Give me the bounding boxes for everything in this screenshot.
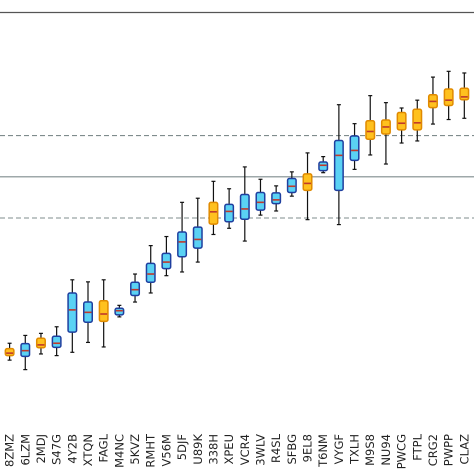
box-iqr [192, 226, 203, 249]
box-iqr [271, 192, 282, 205]
box-4Y2B [67, 279, 78, 353]
box-6LZM [20, 334, 31, 371]
box-2MDJ [35, 332, 46, 355]
box-iqr [177, 231, 188, 258]
box-iqr [67, 292, 78, 333]
box-CLAZ [459, 72, 470, 119]
box-XTQN [83, 281, 93, 344]
box-8ZMZ [4, 342, 15, 361]
box-iqr [161, 252, 172, 270]
box-iqr [224, 203, 235, 223]
box-T6NM [318, 156, 329, 174]
box-VCR4 [239, 166, 250, 242]
x-tick-label: 8ZMZ [3, 434, 17, 467]
x-tick-label: V56M [159, 434, 173, 466]
box-338H [208, 180, 219, 236]
x-tick-label: RMHT [144, 433, 158, 468]
box-iqr [333, 139, 344, 192]
box-iqr [35, 337, 46, 349]
x-tick-label: CLAZ [457, 434, 471, 465]
box-iqr [396, 111, 407, 131]
x-tick-label: NU94 [379, 434, 393, 466]
x-tick-label: TXLH [348, 434, 362, 465]
x-tick-label: 5KVZ [128, 434, 142, 465]
box-iqr [130, 281, 141, 297]
x-tick-label: 2MDJ [34, 434, 48, 464]
x-tick-label: M9S8 [363, 434, 377, 466]
box-VYGF [333, 104, 344, 226]
box-9EL8 [302, 152, 313, 221]
box-S47G [51, 326, 62, 357]
x-tick-label: PWPP [442, 434, 456, 466]
box-iqr [302, 173, 313, 192]
box-FTPL [412, 99, 423, 142]
box-iqr [318, 161, 329, 172]
x-tick-label: CRG2 [426, 434, 440, 466]
box-iqr [412, 108, 423, 131]
box-iqr [98, 300, 109, 323]
box-iqr [365, 120, 376, 141]
reference-lines [0, 135, 474, 219]
box-5KVZ [130, 273, 141, 303]
box-NU94 [380, 102, 391, 165]
box-M4NC [114, 304, 125, 318]
box-iqr [255, 191, 266, 211]
box-iqr [145, 262, 156, 284]
box-R4SL [271, 185, 282, 212]
box-iqr [286, 177, 297, 194]
x-axis-tick-labels: 8ZMZ 6LZM 2MDJ S47G 4Y2B XTQN FAGL M4NC 5KVZ RMHT… [3, 433, 472, 469]
box-iqr [239, 193, 250, 220]
x-tick-label: XTQN [81, 434, 95, 466]
x-tick-label: PWCG [395, 434, 409, 469]
box-5DJF [177, 201, 188, 273]
x-tick-label: 6LZM [18, 434, 32, 466]
box-U89K [192, 197, 203, 263]
x-tick-label: S47G [50, 434, 64, 465]
box-TXLH [349, 123, 360, 170]
x-tick-label: FAGL [97, 433, 111, 462]
x-tick-label: U89K [191, 434, 205, 465]
box-V56M [161, 235, 172, 277]
box-XPEU [224, 188, 235, 229]
x-tick-label: R4SL [269, 433, 283, 463]
box-RMHT [145, 245, 156, 294]
box-series [4, 70, 470, 371]
box-iqr [443, 88, 454, 107]
x-tick-label: VYGF [332, 434, 346, 464]
box-iqr [51, 335, 62, 349]
box-FAGL [98, 279, 109, 348]
x-tick-label: 3WLV [253, 434, 267, 466]
x-tick-label: 338H [206, 434, 220, 465]
box-iqr [349, 135, 360, 162]
x-tick-label: FTPL [410, 433, 424, 460]
x-tick-label: 4Y2B [65, 434, 79, 464]
x-tick-label: 5DJF [175, 434, 189, 460]
box-3WLV [255, 178, 266, 216]
x-tick-label: T6NM [316, 434, 330, 468]
x-tick-label: SFBG [285, 434, 299, 465]
x-tick-label: 9EL8 [301, 434, 315, 462]
x-tick-label: XPEU [222, 434, 236, 465]
box-PWPP [443, 70, 454, 121]
box-SFBG [286, 171, 297, 197]
box-M9S8 [365, 95, 376, 156]
box-iqr [459, 87, 470, 101]
box-iqr [114, 307, 125, 316]
box-PWCG [396, 107, 407, 144]
box-iqr [208, 201, 219, 225]
box-CRG2 [427, 76, 438, 125]
x-tick-label: VCR4 [238, 434, 252, 465]
x-tick-label: M4NC [112, 434, 126, 468]
box-iqr [4, 347, 15, 357]
